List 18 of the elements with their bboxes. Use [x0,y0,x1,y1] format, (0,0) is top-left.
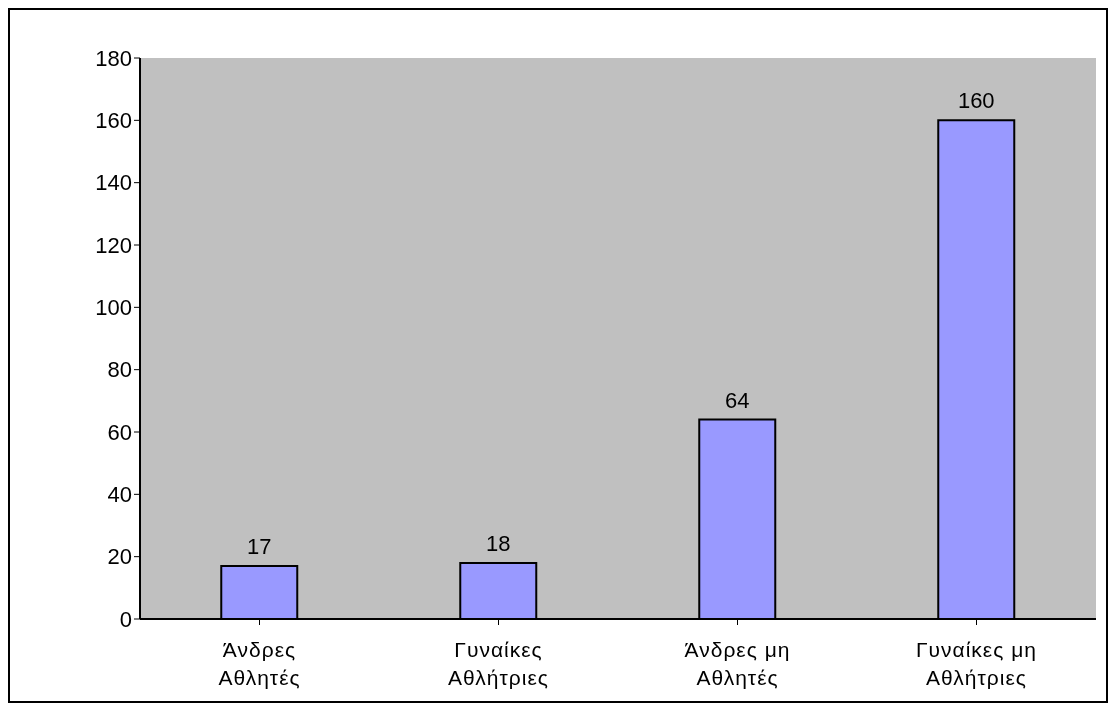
y-tick-label: 120 [95,232,132,258]
x-tick-label: Γυναίκες Αθλήτριες [448,638,549,689]
x-tick-label: Γυναίκες μη Αθλήτριες [916,638,1037,689]
y-tick-label: 140 [95,170,132,196]
data-label: 18 [486,530,511,556]
y-tick-label: 20 [107,544,132,570]
data-label: 160 [957,88,995,114]
y-tick-label: 60 [107,419,132,445]
x-tick-label: Άνδρες Αθλητές [218,638,301,689]
y-tick-label: 40 [107,482,132,508]
data-label: 64 [725,387,750,413]
y-tick-label: 80 [107,357,132,383]
y-tick-label: 160 [95,108,132,134]
y-tick-label: 0 [119,606,132,632]
y-tick-label: 100 [95,295,132,321]
data-label: 17 [247,534,272,560]
y-tick-label: 180 [95,45,132,71]
x-tick-label: Άνδρες μη Αθλητές [684,638,791,689]
